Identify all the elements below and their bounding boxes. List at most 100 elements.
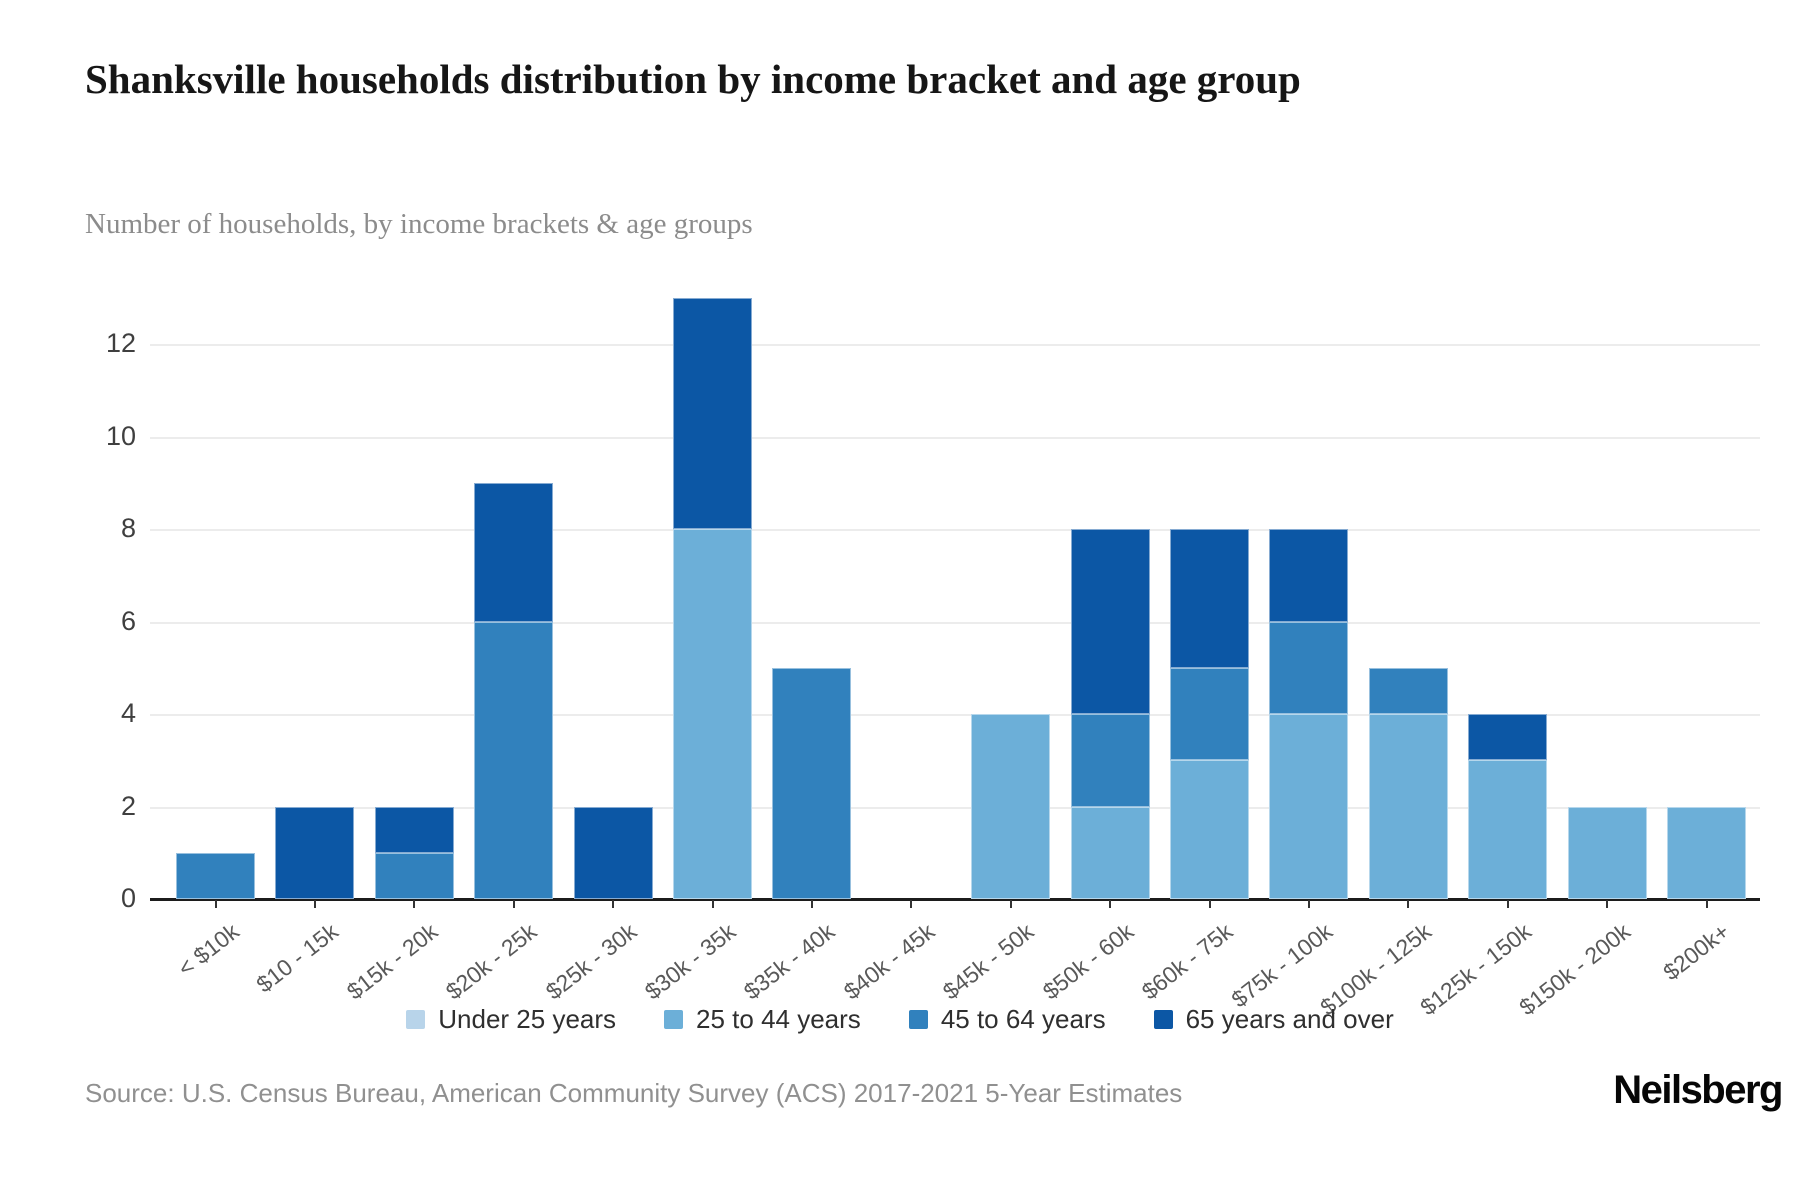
x-tick-label: $60k - 75k [1136,918,1238,1005]
bar-stack [1269,529,1349,899]
legend-swatch [908,1010,928,1029]
grid-line [150,806,1760,809]
legend-label: 45 to 64 years [940,1004,1106,1034]
y-tick-label: 2 [120,790,136,821]
legend-item[interactable]: Under 25 years [406,1004,616,1035]
bar-stack [1368,667,1448,899]
bar-stack [1667,806,1746,899]
plot-area: 0 2 4 6 8 10 12 < $10k $10 - 15k $15k - 20k $20k -… [106,280,1760,1020]
bar-segment-25-to-44-years[interactable] [1170,760,1249,899]
bar-segment-65-years-and-over[interactable] [1070,529,1150,714]
x-tick-mark [612,900,615,908]
x-tick-mark [711,900,714,908]
bar-segment-25-to-44-years[interactable] [673,529,752,899]
bar-segment-25-to-44-years[interactable] [1368,714,1448,899]
legend-swatch [664,1010,684,1029]
x-tick-mark [1208,900,1211,908]
bar-segment-65-years-and-over[interactable] [474,482,554,622]
legend-label: 25 to 44 years [696,1004,861,1034]
x-tick-label: $200k+ [1658,918,1735,986]
x-tick-mark [910,900,913,908]
x-tick-mark [413,900,416,908]
bar-stack [275,806,355,899]
bar-segment-25-to-44-years[interactable] [1070,806,1150,899]
bar-stack [573,806,653,899]
bar-segment-65-years-and-over[interactable] [374,806,454,853]
bar-segment-45-to-64-years[interactable] [474,621,554,899]
x-tick-mark [1606,900,1609,908]
chart-subtitle: Number of households, by income brackets… [85,208,753,240]
legend-label: Under 25 years [438,1004,617,1034]
x-tick-label: $35k - 40k [739,918,840,1005]
bar-segment-65-years-and-over[interactable] [1269,529,1349,622]
bar-stack [1468,714,1548,899]
y-tick-label: 8 [120,513,136,543]
bar-stack [772,667,852,899]
x-tick-label: $20k - 25k [441,918,542,1005]
legend-item[interactable]: 25 to 44 years [664,1004,861,1035]
y-tick-label: 0 [120,883,136,913]
grid-line [150,344,1760,346]
bar-segment-65-years-and-over[interactable] [1468,714,1548,761]
bar-stack [1567,806,1647,899]
bar-segment-45-to-64-years[interactable] [1070,714,1150,807]
x-tick-mark [810,900,813,908]
bar-segment-25-to-44-years[interactable] [1269,714,1349,899]
bar-segment-65-years-and-over[interactable] [573,806,653,899]
bar-segment-25-to-44-years[interactable] [971,714,1051,899]
bar-segment-65-years-and-over[interactable] [1170,529,1249,668]
bar-segment-45-to-64-years[interactable] [772,667,852,899]
bar-segment-65-years-and-over[interactable] [673,297,752,529]
x-tick-label: $25k - 30k [540,918,642,1005]
source-text: Source: U.S. Census Bureau, American Com… [85,1078,1183,1108]
y-tick-label: 6 [120,605,136,636]
bar-segment-45-to-64-years[interactable] [1170,667,1249,761]
x-tick-mark [512,900,515,908]
grid-line [150,529,1760,531]
x-tick-label: $45k - 50k [938,918,1039,1005]
x-tick-label: $10 - 15k [251,918,343,998]
bar-stack [474,482,554,899]
bar-stack [971,714,1051,899]
legend: Under 25 years 25 to 44 years 45 to 64 yea… [0,1004,1800,1035]
grid-line [150,436,1760,439]
x-tick-mark [1506,900,1509,908]
bar-stack [374,806,454,899]
chart-title: Shanksville households distribution by i… [85,56,1301,102]
y-tick-label: 4 [120,698,136,728]
x-tick-mark [1407,900,1410,908]
grid-line [150,714,1760,716]
neilsberg-logo: Neilsberg [1613,1068,1783,1112]
legend-swatch [406,1010,426,1029]
legend-label: 65 years and over [1185,1004,1394,1034]
x-tick-mark [1109,900,1112,908]
bar-stack [176,852,255,899]
bar-segment-45-to-64-years[interactable] [374,852,454,899]
legend-item[interactable]: 45 to 64 years [908,1004,1106,1035]
bar-segment-25-to-44-years[interactable] [1567,806,1647,899]
bar-segment-45-to-64-years[interactable] [1368,667,1448,714]
x-tick-mark [1307,900,1310,908]
x-tick-label: < $10k [172,918,244,982]
x-tick-label: $40k - 45k [838,918,940,1005]
x-tick-mark [214,900,217,908]
x-tick-mark [313,900,316,908]
bar-stack [1170,529,1249,899]
x-tick-label: $15k - 20k [341,918,443,1005]
legend-swatch [1153,1010,1173,1029]
bar-stack [1070,529,1150,899]
bar-segment-25-to-44-years[interactable] [1667,806,1746,899]
x-tick-mark [1705,900,1708,908]
bar-segment-45-to-64-years[interactable] [1269,621,1349,714]
bar-segment-45-to-64-years[interactable] [176,852,255,899]
bar-stack [673,297,752,899]
legend-item[interactable]: 65 years and over [1153,1004,1394,1035]
x-tick-label: $30k - 35k [639,918,741,1005]
y-tick-label: 12 [105,328,136,358]
x-tick-mark [1009,900,1012,908]
bar-segment-65-years-and-over[interactable] [275,806,355,899]
grid-line [150,621,1760,624]
x-axis-line [150,898,1760,901]
y-tick-label: 10 [105,420,136,451]
bar-segment-25-to-44-years[interactable] [1468,760,1548,899]
